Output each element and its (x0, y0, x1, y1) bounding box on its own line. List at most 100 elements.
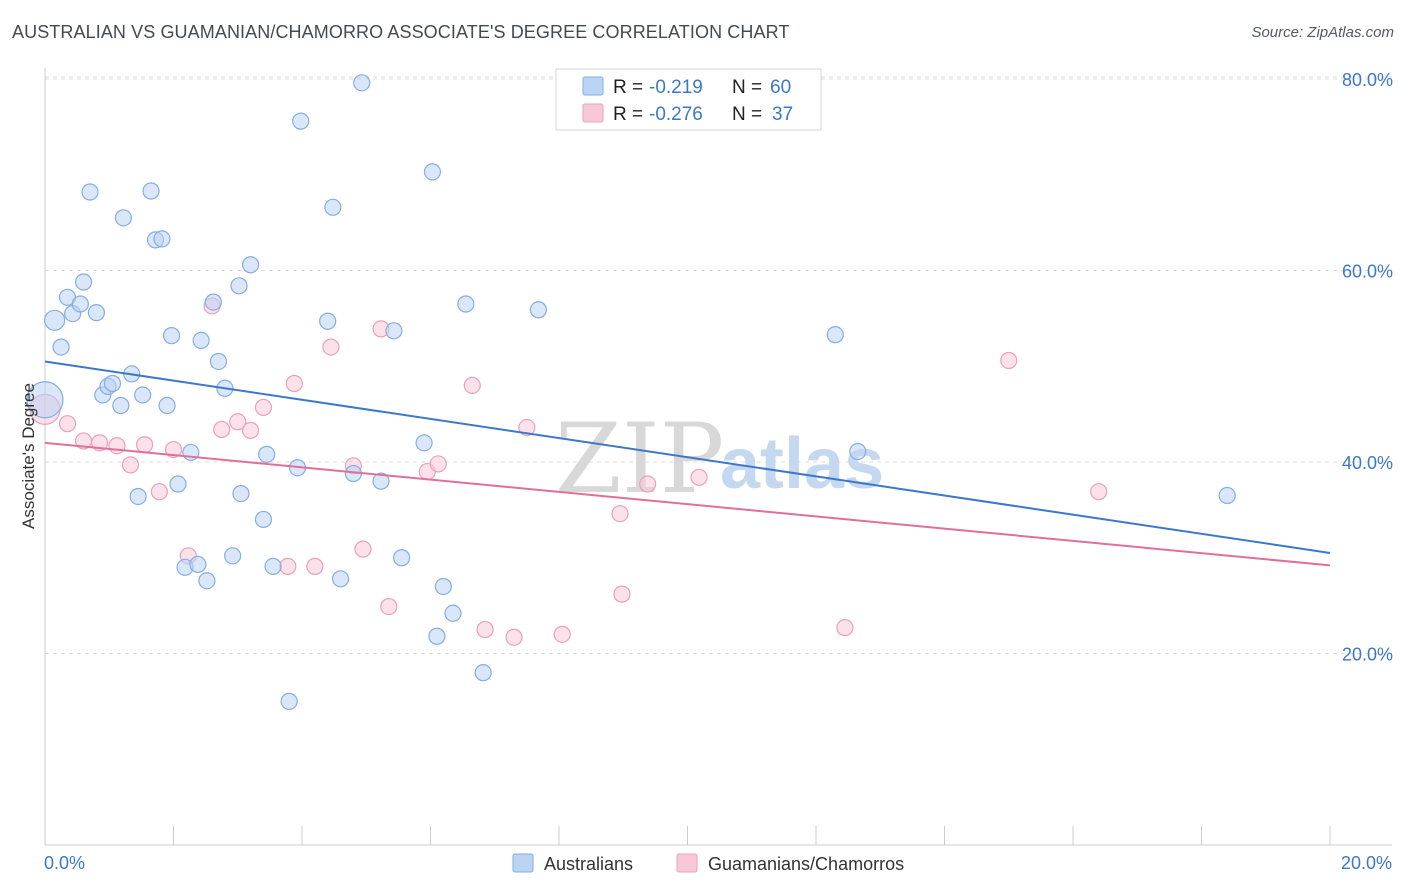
australians-point-0 (26, 381, 64, 419)
australians-point-11 (103, 374, 122, 393)
australians-point-20 (158, 396, 176, 415)
guamanians-point-4 (108, 437, 126, 455)
legend-pink-r-label: R = (613, 104, 643, 125)
guamanians-point-13 (242, 421, 260, 440)
legend-blue-n-value: 60 (770, 77, 791, 98)
guamanians-point-28 (518, 418, 536, 437)
legend-pink-n-label: N = (732, 104, 762, 125)
australians-point-49 (415, 434, 433, 452)
australians-point-37 (264, 557, 282, 575)
australians-point-1 (44, 309, 66, 331)
australians-point-8 (87, 304, 106, 322)
axes (44, 68, 1392, 846)
australians-point-40 (292, 112, 310, 130)
correlation-legend: R = -0.219 N = 60 R = -0.276 N = 37 (555, 68, 822, 131)
guamanians-point-5 (121, 456, 140, 474)
australians-point-50 (423, 163, 442, 181)
australians-point-17 (142, 182, 160, 200)
y-tick-label-20: 20.0% (1342, 645, 1393, 665)
y-tick-label-60: 60.0% (1342, 262, 1393, 282)
australians-point-48 (392, 549, 411, 567)
australians-point-12 (112, 396, 130, 415)
guamanians-point-18 (322, 338, 340, 356)
legend-pink-r-value: -0.276 (649, 104, 703, 125)
legend-australians-swatch (512, 853, 534, 873)
x-tick-label-right: 20.0% (1341, 853, 1392, 873)
guamanians-point-33 (690, 468, 708, 486)
australians-point-47 (385, 322, 403, 340)
watermark: ZIP atlas (555, 403, 884, 515)
legend-swatch-pink (582, 103, 604, 123)
australians-point-54 (457, 295, 475, 313)
australians-point-26 (192, 331, 210, 349)
guamanians-point-16 (285, 374, 303, 393)
guamanians-point-30 (611, 505, 629, 523)
y-tick-labels: 20.0% 40.0% 60.0% 80.0% (1342, 70, 1393, 665)
australians-point-28 (204, 293, 222, 311)
legend-pink-n-value: 37 (772, 104, 793, 125)
australians-point-21 (162, 327, 181, 345)
australians-point-16 (134, 386, 152, 404)
gridlines (45, 76, 1392, 654)
australians-point-58 (849, 442, 867, 461)
australians-point-42 (324, 198, 342, 216)
trend-lines (44, 360, 1331, 567)
legend-blue-r-value: -0.219 (649, 77, 703, 98)
australians-point-31 (224, 547, 242, 565)
series-legend: Australians Guamanians/Chamorros (512, 853, 904, 874)
australians-point-55 (474, 664, 492, 682)
watermark-atlas: atlas (720, 424, 884, 504)
australians-point-22 (169, 475, 187, 493)
australians-point-33 (232, 484, 250, 503)
australians-point-46 (372, 472, 390, 490)
guamanians-point-15 (279, 557, 297, 575)
legend-swatch-blue (582, 76, 604, 96)
australians-point-5 (71, 295, 89, 313)
australians-point-36 (258, 445, 276, 463)
australians-trend-line (44, 360, 1331, 554)
y-axis-label: Associate's Degree (19, 383, 38, 529)
australians-point-41 (319, 312, 337, 330)
australians-point-15 (129, 487, 147, 506)
australians-point-43 (331, 570, 350, 588)
australians-point-56 (529, 301, 548, 319)
australians-point-35 (254, 510, 273, 529)
guamanians-point-20 (354, 540, 372, 558)
australians-point-2 (52, 338, 70, 356)
legend-blue-r-label: R = (613, 77, 643, 98)
guamanians-point-14 (254, 398, 273, 417)
australians-point-29 (209, 352, 228, 371)
guamanians-point-34 (836, 619, 854, 637)
x-tick-label-left: 0.0% (44, 853, 85, 873)
legend-guamanians-swatch (676, 853, 698, 873)
y-tick-label-40: 40.0% (1342, 453, 1393, 473)
guamanians-point-29 (553, 625, 571, 643)
guamanians-point-32 (639, 475, 657, 493)
guamanians-point-11 (213, 420, 231, 439)
y-tick-label-80: 80.0% (1342, 70, 1393, 90)
guamanians-point-35 (1000, 351, 1018, 370)
australians-point-57 (826, 326, 844, 344)
australians-point-27 (198, 572, 216, 590)
chart-title: AUSTRALIAN VS GUAMANIAN/CHAMORRO ASSOCIA… (12, 22, 790, 42)
australians-point-34 (242, 256, 260, 274)
guamanians-trend-line (44, 441, 1331, 567)
legend-blue-n-label: N = (732, 77, 762, 98)
australians-point-19 (153, 230, 171, 248)
guamanians-point-17 (306, 557, 324, 575)
australians-point-25 (189, 555, 207, 574)
guamanians-point-6 (135, 436, 154, 454)
australians-point-45 (353, 74, 371, 92)
legend-guamanians-label: Guamanians/Chamorros (708, 854, 904, 874)
australians-point-32 (230, 277, 248, 295)
source-label: Source: ZipAtlas.com (1251, 24, 1394, 41)
guamanians-point-31 (613, 585, 631, 603)
australians-point-52 (434, 577, 452, 596)
guamanians-point-1 (58, 415, 77, 433)
australians-point-59 (1218, 486, 1236, 505)
guamanians-point-36 (1090, 483, 1108, 501)
australians-point-6 (74, 273, 93, 291)
guamanians-point-22 (380, 597, 398, 616)
australians-point-38 (280, 692, 298, 710)
